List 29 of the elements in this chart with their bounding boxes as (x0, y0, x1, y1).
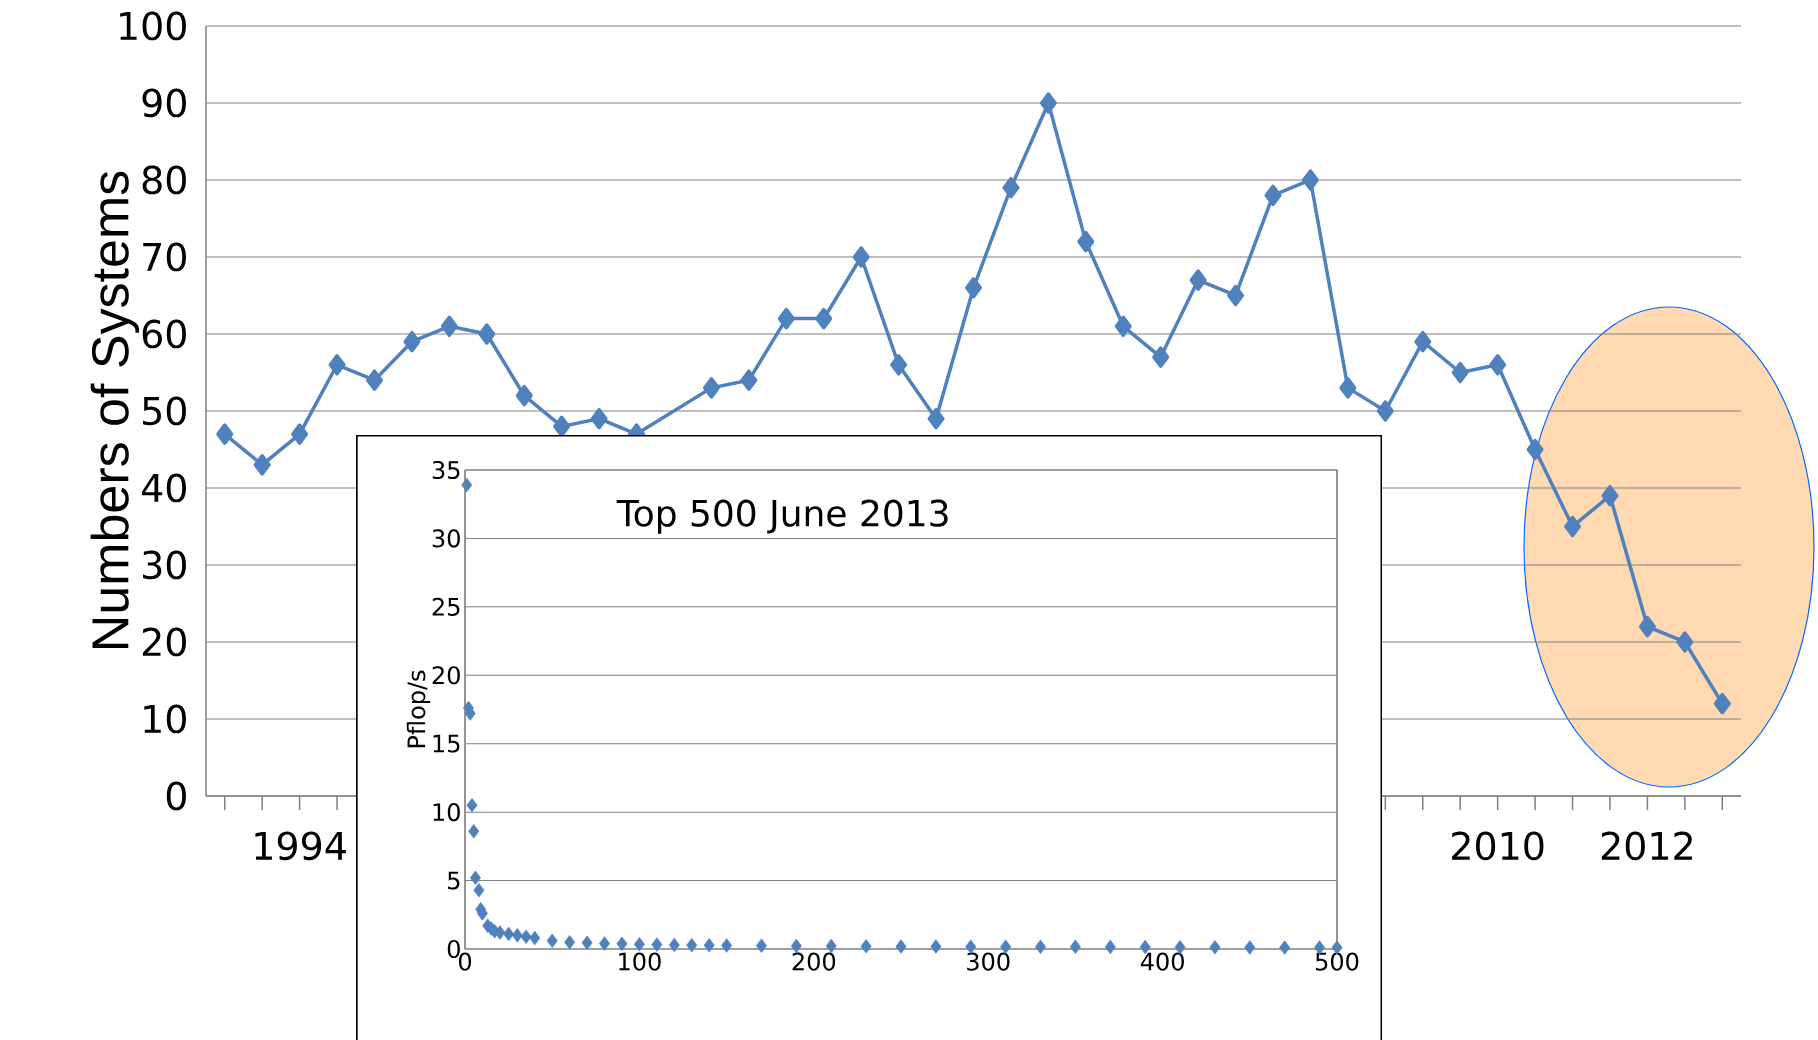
x-tick-label: 2012 (1601, 831, 1692, 861)
x-tick-label: 500 (1315, 952, 1359, 971)
y-tick-label: 40 (141, 473, 186, 503)
y-axis-title: Numbers of Systems (90, 171, 140, 649)
y-tick-label: 70 (143, 242, 186, 272)
y-tick-label: 10 (433, 803, 460, 822)
x-tick-label: 400 (1140, 952, 1184, 971)
y-tick-label: 20 (432, 666, 460, 685)
y-tick-label: 25 (432, 597, 460, 616)
y-tick-label: 50 (143, 396, 186, 426)
x-tick-label: 1994 (255, 831, 346, 861)
y-tick-label: 15 (433, 734, 460, 753)
x-tick-label: 300 (967, 952, 1010, 971)
y-tick-label: 30 (143, 550, 186, 580)
y-tick-label: 80 (142, 165, 186, 195)
y-axis-title: Pflop/s (406, 670, 431, 748)
y-tick-label: 90 (142, 88, 186, 118)
x-tick-label: 2010 (1452, 831, 1544, 861)
y-tick-label: 35 (432, 460, 460, 480)
text: Top 500 June 2013 (616, 499, 948, 534)
y-tick-label: 100 (120, 11, 186, 41)
x-tick-label: 200 (792, 952, 836, 971)
y-tick-label: 60 (142, 319, 186, 349)
y-tick-label: 0 (166, 781, 186, 811)
y-tick-label: 20 (142, 627, 186, 657)
x-tick-label: 100 (619, 952, 661, 971)
y-tick-label: 30 (432, 529, 460, 548)
y-tick-label: 5 (448, 871, 460, 890)
y-tick-label: 10 (144, 704, 186, 734)
